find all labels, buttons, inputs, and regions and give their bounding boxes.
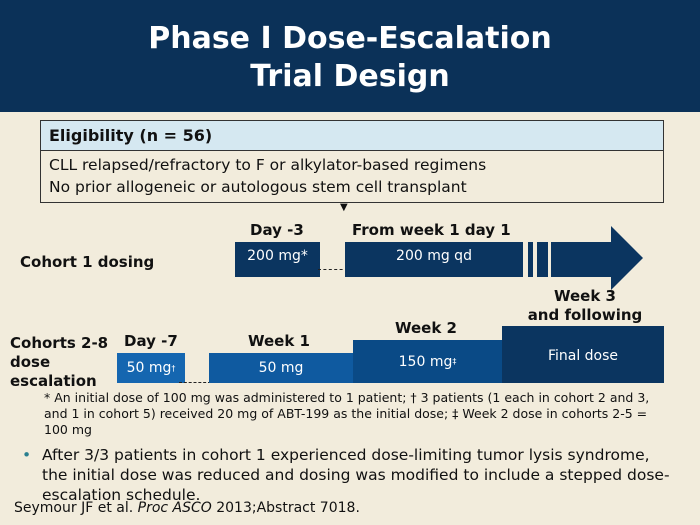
week1-dose: 50 mg [209,353,353,383]
dashed-connector [179,382,211,383]
cohort1-week-dose: 200 mg qd [345,242,523,277]
ref-journal: Proc ASCO [137,500,212,516]
dose-text: 50 mg [126,360,172,376]
continuation-arrow-icon [551,226,643,290]
ref-rest: 2013;Abstract 7018. [211,500,360,516]
cohorts2-8-label: Cohorts 2-8 dose escalation [10,334,108,391]
label-line: Cohorts 2-8 [10,334,109,352]
label-line: dose [10,353,51,371]
day-7-label: Day -7 [124,332,178,350]
bullet-icon: • [22,446,32,464]
slide-title: Phase I Dose-Escalation Trial Design [0,0,700,112]
label-line: Week 3 [554,287,616,305]
eligibility-header: Eligibility (n = 56) [41,121,663,151]
ref-authors: Seymour JF et al. [14,500,138,516]
dose-mark: † [171,363,176,373]
week2-dose: 150 mg ‡ [353,340,502,383]
dose-text: 150 mg [398,353,453,370]
title-line-2: Trial Design [250,59,450,94]
week1-label: Week 1 [248,332,310,350]
label-line: and following [527,306,643,324]
eligibility-box: Eligibility (n = 56) CLL relapsed/refrac… [40,120,664,203]
cohort1-week-label: From week 1 day 1 [352,221,511,239]
down-arrow-icon: ▼ [340,202,348,213]
title-line-1: Phase I Dose-Escalation [148,21,552,56]
cohort1-label: Cohort 1 dosing [20,253,155,271]
dashed-connector [318,269,348,270]
final-dose: Final dose [502,326,664,383]
week3-label: Week 3 and following [520,287,650,325]
break-bar [528,242,533,277]
day-7-dose: 50 mg † [117,353,185,383]
break-bar [537,242,548,277]
cohort1-day-dose: 200 mg* [235,242,320,277]
cohort1-day-label: Day -3 [250,221,304,239]
eligibility-line: CLL relapsed/refractory to F or alkylato… [49,156,487,174]
label-line: escalation [10,372,97,390]
reference: Seymour JF et al. Proc ASCO 2013;Abstrac… [14,500,360,516]
eligibility-line: No prior allogeneic or autologous stem c… [49,178,467,196]
week2-label: Week 2 [395,319,457,337]
dose-mark: ‡ [452,357,457,366]
bullet-text: After 3/3 patients in cohort 1 experienc… [42,446,670,504]
footnote: * An initial dose of 100 mg was administ… [44,390,650,437]
bullet-item: • After 3/3 patients in cohort 1 experie… [22,445,672,505]
